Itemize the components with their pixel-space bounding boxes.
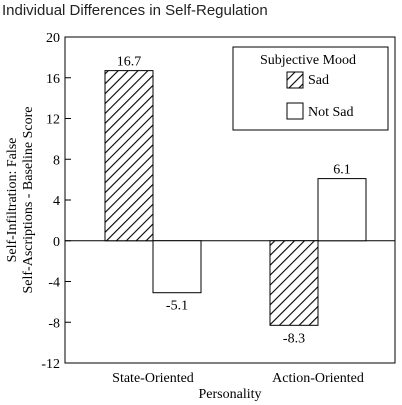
bar-value-label: 16.7 (117, 55, 142, 70)
bars-group: 16.7 -5.1 -8.3 6.1 (104, 55, 367, 346)
bar-sad (104, 70, 154, 242)
bar-value-label: -5.1 (166, 299, 188, 314)
bar-sad (269, 240, 319, 326)
bar-value-label: -8.3 (283, 331, 305, 346)
legend-title: Subjective Mood (260, 53, 356, 68)
y-axis: 20 16 12 8 4 0 -4 -8 -12 (41, 31, 71, 372)
y-tick-label: 0 (53, 235, 60, 250)
y-tick-label: 4 (53, 194, 60, 209)
y-axis-label: Self-Infiltration: False (5, 138, 20, 263)
legend-label-sad: Sad (308, 73, 329, 88)
y-axis-label-line-1: Self-Infiltration: False (5, 138, 20, 263)
bar-value-label: 6.1 (333, 163, 351, 178)
x-tick-label: Action-Oriented (272, 371, 364, 386)
y-tick-label: 8 (53, 153, 60, 168)
y-tick-label: 20 (46, 31, 60, 46)
bar-not-sad (152, 240, 202, 294)
y-tick-label: -12 (41, 357, 60, 372)
y-tick-label: 16 (46, 72, 60, 87)
legend-swatch-sad (286, 71, 304, 89)
x-axis-label: Personality (199, 387, 262, 402)
y-tick-label: -4 (48, 276, 60, 291)
y-axis-label-2: Self-Ascriptions - Baseline Score (21, 106, 36, 293)
legend-label-not-sad: Not Sad (308, 105, 354, 120)
y-tick-label: -8 (48, 316, 60, 331)
y-axis-label-line-2: Self-Ascriptions - Baseline Score (21, 106, 36, 293)
x-axis: State-Oriented Action-Oriented (112, 371, 364, 386)
x-tick-label: State-Oriented (112, 371, 194, 386)
legend-swatch-not-sad (286, 102, 304, 120)
y-tick-label: 12 (46, 113, 60, 128)
legend: Subjective Mood Sad Not Sad (232, 46, 389, 131)
chart-title: Individual Differences in Self-Regulatio… (2, 2, 268, 19)
legend-box (232, 46, 389, 131)
bar-not-sad (317, 178, 367, 242)
